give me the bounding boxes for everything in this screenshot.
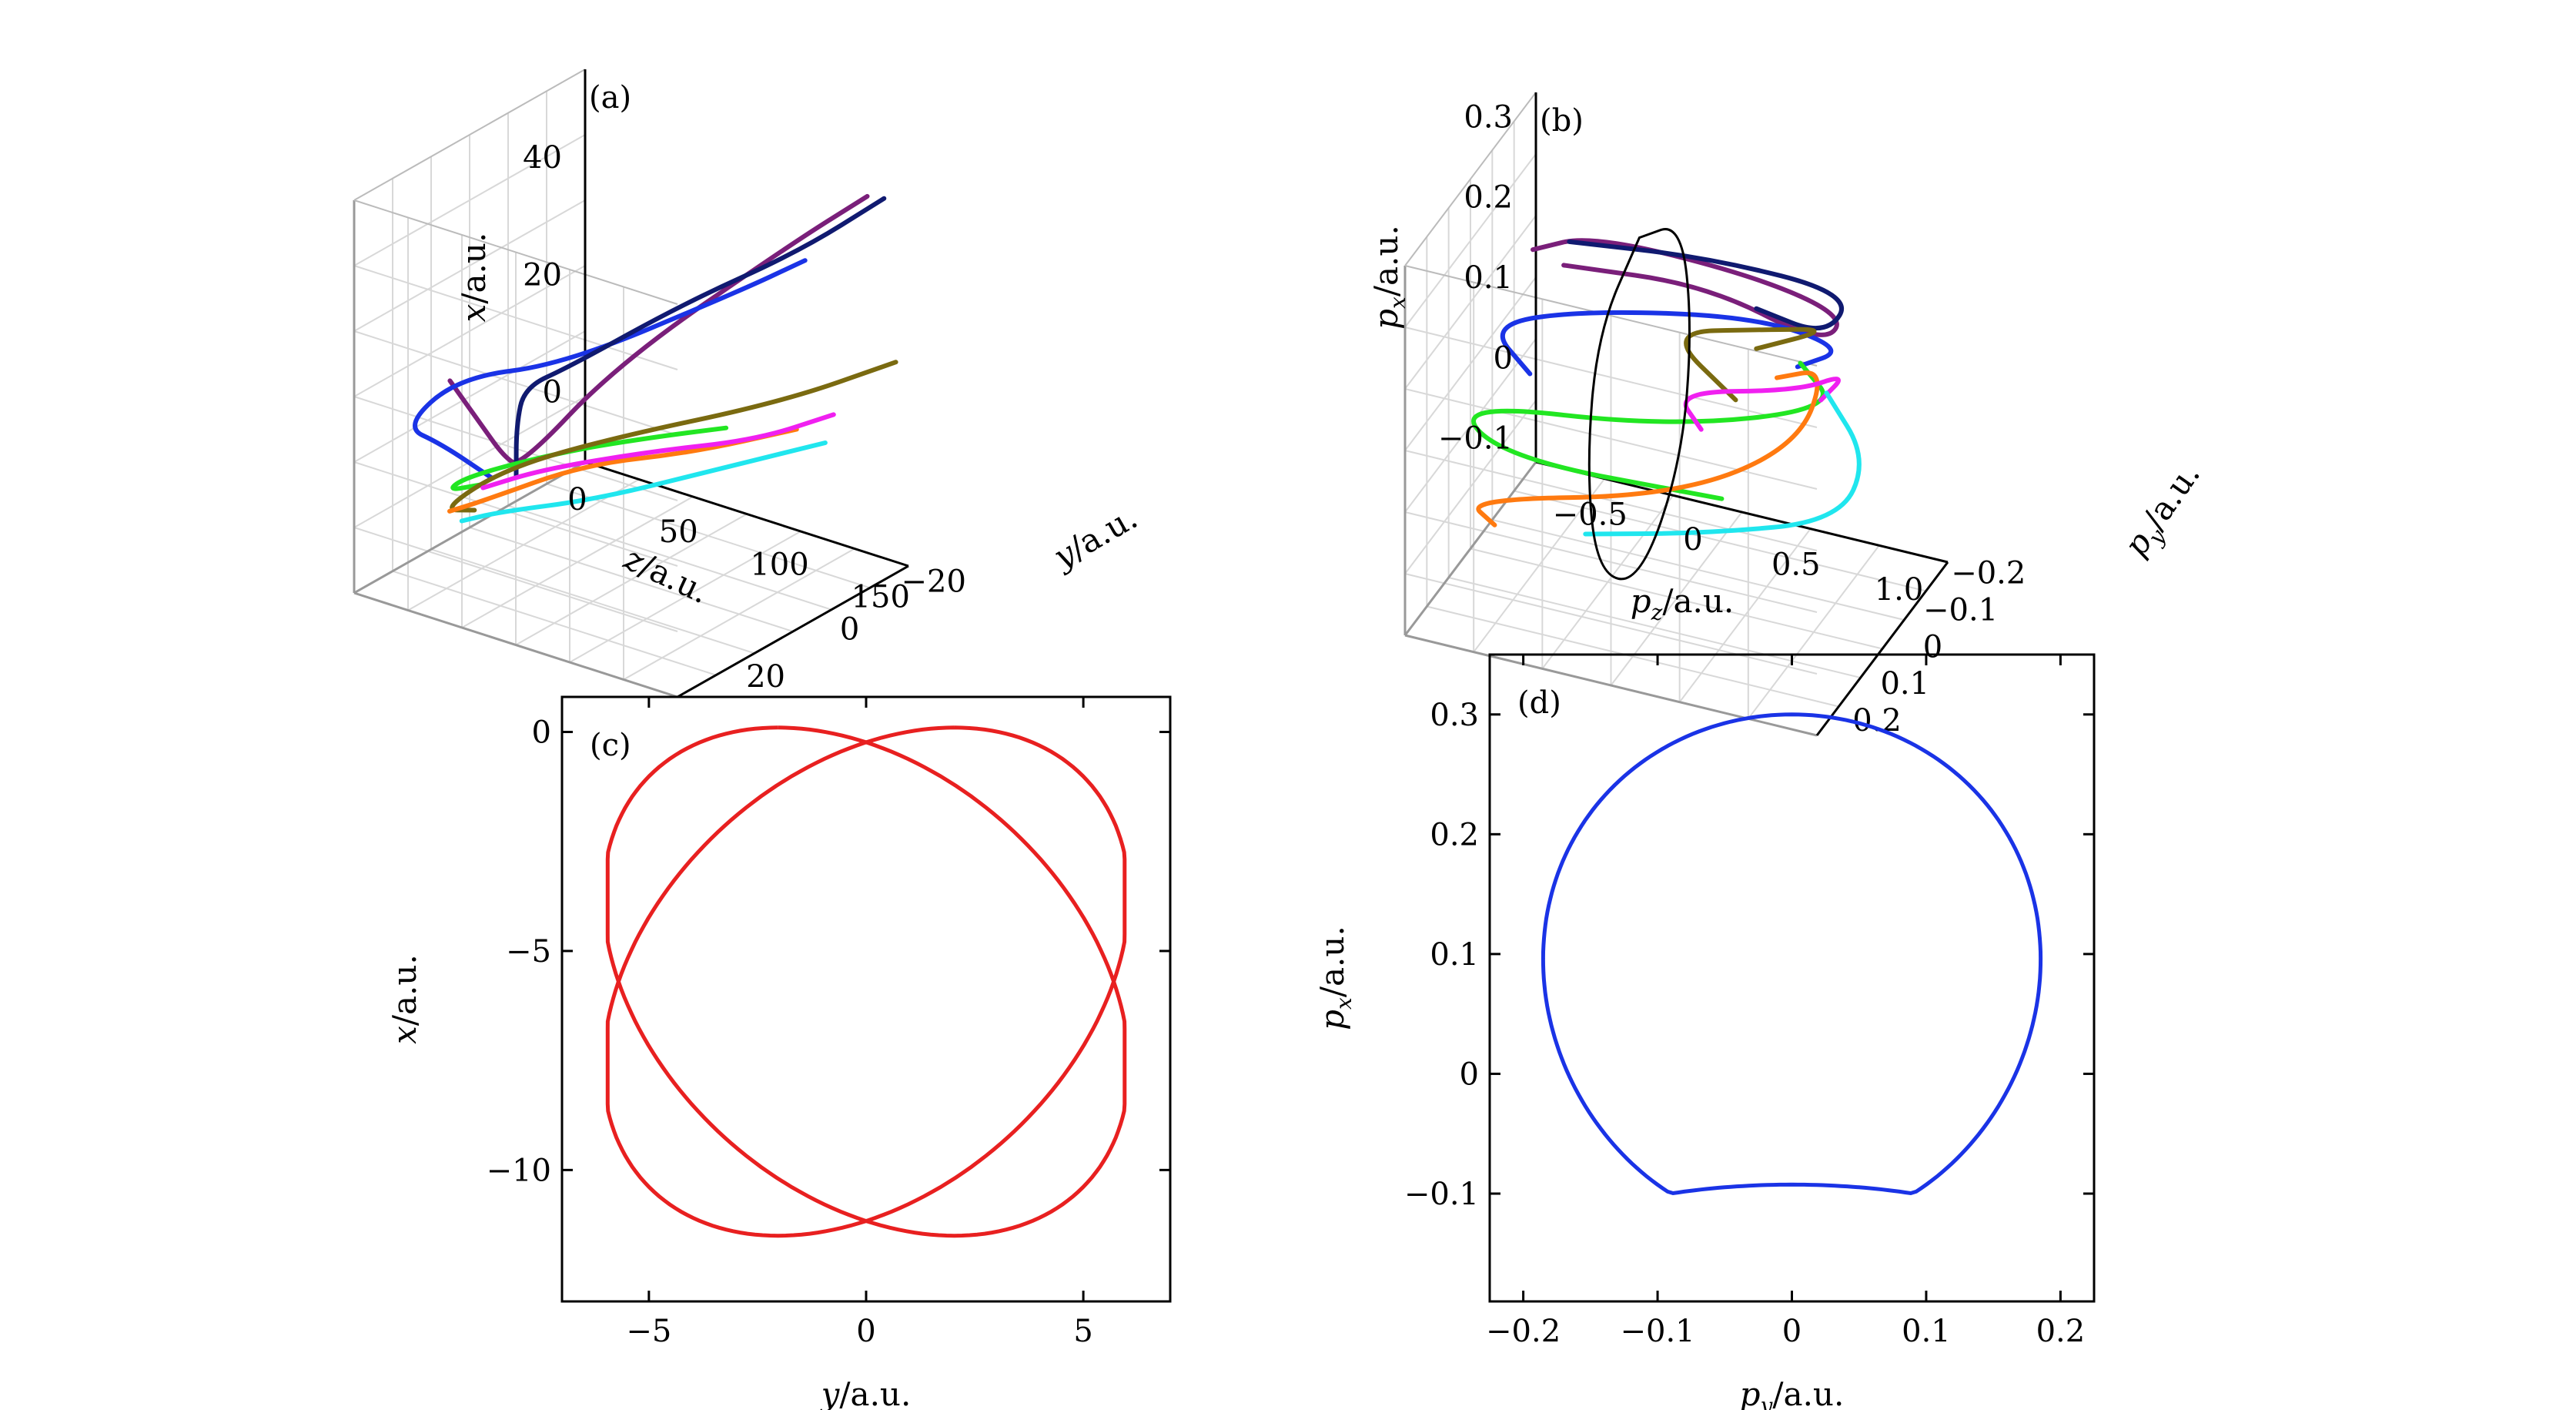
x-tick-label: 0 <box>1683 522 1702 558</box>
x-tick-label: −5 <box>626 1314 671 1349</box>
pane-edge <box>353 69 586 201</box>
y-tick-label: −5 <box>506 934 551 970</box>
x-tick-label: 5 <box>1073 1314 1092 1349</box>
z-axis-label: x/a.u. <box>455 233 493 323</box>
x-axis-label: y/a.u. <box>820 1375 912 1410</box>
z-tick-label: 0.3 <box>1464 99 1513 135</box>
y-tick-label: −0.1 <box>1923 592 1998 628</box>
z-axis-label: px/a.u. <box>1367 225 1410 330</box>
grid-line <box>1404 327 1818 428</box>
pane-edge <box>1404 92 1537 266</box>
series-line <box>605 725 1127 1238</box>
y-tick-label: 0.3 <box>1430 698 1479 733</box>
x-tick-label: 0.1 <box>1902 1314 1951 1349</box>
x-tick-label: 0 <box>567 482 587 517</box>
grid-line <box>353 265 678 370</box>
pane-edge <box>353 591 678 698</box>
series-line <box>450 425 729 491</box>
pane-edge <box>1404 265 1818 367</box>
panel-label: (d) <box>1517 685 1561 721</box>
y-axis-line <box>677 564 909 698</box>
y-tick-label: 0 <box>840 611 859 647</box>
series-line <box>1471 360 1825 501</box>
x-tick-label: 0 <box>856 1314 875 1349</box>
y-tick-label: 0.2 <box>1430 817 1479 852</box>
y-tick-label: 0.1 <box>1430 937 1479 973</box>
panel-b: −0.100.10.20.3−0.500.51.0 −0.2−0.100.10.2… <box>1367 92 2212 738</box>
y-tick-label: −20 <box>902 564 966 599</box>
pane-edge <box>1403 461 1537 636</box>
series-line <box>514 196 887 479</box>
grid-line <box>353 134 586 266</box>
panel-label: (b) <box>1540 103 1584 139</box>
z-tick-label: 0 <box>1494 340 1513 376</box>
y-axis-label: y/a.u. <box>1045 498 1143 577</box>
x-tick-label: −0.2 <box>1486 1314 1561 1349</box>
x-tick-label: 1.0 <box>1875 572 1924 608</box>
pane-edge <box>353 461 586 594</box>
grid-line <box>1404 153 1537 328</box>
y-axis-label: x/a.u. <box>386 954 423 1044</box>
y-axis-label: px/a.u. <box>1313 926 1357 1030</box>
series-line <box>1587 228 1691 581</box>
series-line <box>413 258 808 481</box>
y-tick-label: 0.1 <box>1880 666 1929 702</box>
grid-line <box>392 570 717 676</box>
grid-line <box>1427 605 1839 708</box>
y-tick-label: 20 <box>746 659 785 695</box>
y-tick-label: 0 <box>1460 1057 1479 1092</box>
panel-label: (a) <box>589 80 631 116</box>
y-tick-label: 0 <box>532 715 551 751</box>
z-tick-label: 0.1 <box>1464 260 1513 296</box>
y-tick-label: −0.1 <box>1404 1177 1479 1212</box>
series-line <box>1541 712 2043 1196</box>
y-tick-label: 0.2 <box>1852 703 1902 738</box>
series-line <box>1684 327 1817 403</box>
series-line <box>447 427 799 514</box>
grid-line <box>1448 577 1861 678</box>
x-axis-line <box>584 461 909 568</box>
y-axis-line <box>1815 561 1949 736</box>
z-tick-label: 0.2 <box>1464 180 1513 216</box>
x-tick-label: −0.5 <box>1553 497 1628 533</box>
plot-frame <box>560 695 1172 1303</box>
x-tick-label: −0.1 <box>1620 1314 1694 1349</box>
panel-label: (c) <box>590 728 631 763</box>
series-line <box>1583 390 1862 537</box>
panel-c: −5 0 5 0 −5 −10 (c) y/a.u. x/a.u. <box>386 695 1172 1410</box>
x-tick-label: 150 <box>851 580 910 615</box>
x-tick-label: 0.2 <box>2036 1314 2086 1349</box>
x-tick-label: 0.5 <box>1771 548 1821 583</box>
y-tick-label: −0.2 <box>1951 556 2026 591</box>
x-axis-label: pz/a.u. <box>1631 582 1735 625</box>
series-line <box>480 412 836 491</box>
series-line <box>1567 239 1844 331</box>
series-line <box>1476 370 1820 527</box>
series-line <box>459 440 828 524</box>
y-axis-label: py/a.u. <box>2116 456 2212 566</box>
plot-frame <box>1488 653 2096 1303</box>
x-tick-label: 50 <box>659 514 698 550</box>
series-line <box>1500 310 1834 377</box>
x-tick-label: 0 <box>1782 1314 1802 1349</box>
z-tick-label: 20 <box>523 257 562 293</box>
x-tick-label: 100 <box>750 547 808 582</box>
z-tick-label: 40 <box>523 140 562 176</box>
z-tick-label: 0 <box>543 375 562 410</box>
y-tick-label: −10 <box>487 1153 551 1188</box>
x-axis-label: py/a.u. <box>1740 1375 1845 1410</box>
grid-line <box>430 548 755 655</box>
series-line <box>1683 377 1841 432</box>
series-line <box>605 725 1127 1238</box>
z-tick-label: −0.1 <box>1438 421 1513 457</box>
panel-d: −0.2 −0.1 0 0.1 0.2−0.100.10.20.3 (d)py/a.u.p… <box>1313 653 2096 1410</box>
pane-edge <box>353 199 678 305</box>
